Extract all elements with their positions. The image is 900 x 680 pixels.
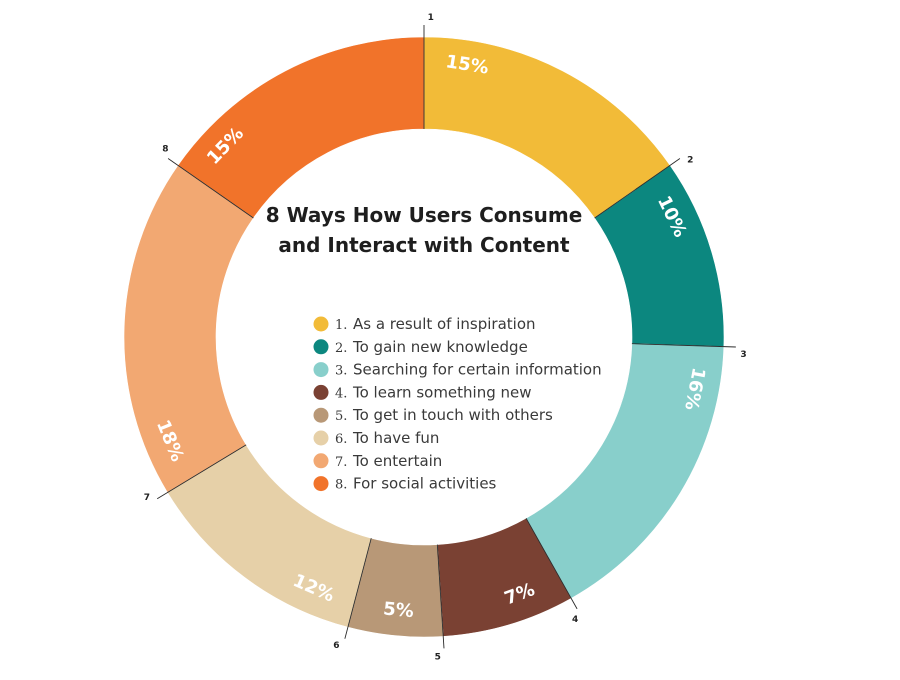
- boundary-tick-3: [631, 343, 736, 348]
- boundary-tick-4: [525, 518, 578, 610]
- boundary-number-6: 6: [333, 641, 339, 651]
- chart-title-line-2: and Interact with Content: [278, 233, 570, 257]
- donut-segments: [123, 36, 725, 638]
- segment-label-5: 5%: [382, 598, 414, 622]
- legend: 1. As a result of inspiration 2. To gain ne…: [313, 315, 602, 493]
- legend-item-4: 4. To learn something new: [313, 383, 532, 401]
- legend-swatch-4: [313, 384, 329, 400]
- legend-swatch-2: [313, 339, 329, 355]
- legend-item-2: 2. To gain new knowledge: [313, 338, 528, 356]
- legend-label-4: To learn something new: [352, 383, 532, 401]
- legend-label-6: To have fun: [352, 429, 439, 447]
- boundary-ticks: 1 2 3 4 5 6 7 8: [144, 13, 747, 663]
- boundary-tick-2: [594, 158, 681, 219]
- legend-label-1: As a result of inspiration: [353, 315, 536, 333]
- legend-item-3: 3. Searching for certain information: [313, 361, 602, 379]
- legend-item-6: 6. To have fun: [313, 429, 439, 447]
- boundary-number-3: 3: [740, 350, 746, 360]
- legend-number-7: 7.: [335, 455, 347, 470]
- legend-swatch-7: [313, 453, 329, 469]
- boundary-number-8: 8: [162, 144, 168, 154]
- legend-swatch-3: [313, 362, 329, 378]
- boundary-tick-6: [344, 538, 372, 639]
- legend-swatch-5: [313, 407, 329, 423]
- legend-number-4: 4.: [335, 386, 347, 401]
- legend-item-8: 8. For social activities: [313, 475, 497, 493]
- legend-label-7: To entertain: [352, 452, 442, 470]
- legend-item-1: 1. As a result of inspiration: [313, 315, 536, 333]
- legend-number-5: 5.: [335, 409, 347, 424]
- boundary-tick-5: [436, 544, 445, 649]
- boundary-number-7: 7: [144, 493, 150, 503]
- legend-item-7: 7. To entertain: [313, 452, 442, 470]
- legend-number-8: 8.: [335, 478, 347, 493]
- boundary-number-4: 4: [572, 615, 578, 625]
- legend-number-2: 2.: [335, 341, 347, 356]
- legend-number-1: 1.: [335, 318, 347, 333]
- legend-label-3: Searching for certain information: [353, 361, 602, 379]
- legend-number-6: 6.: [335, 432, 347, 447]
- boundary-number-5: 5: [435, 653, 441, 663]
- boundary-number-2: 2: [687, 155, 693, 165]
- boundary-tick-8: [167, 158, 254, 219]
- legend-label-5: To get in touch with others: [352, 406, 553, 424]
- boundary-number-1: 1: [428, 13, 434, 23]
- legend-swatch-6: [313, 430, 329, 446]
- boundary-tick-7: [156, 444, 247, 500]
- legend-swatch-1: [313, 316, 329, 332]
- legend-number-3: 3.: [335, 364, 347, 379]
- legend-label-8: For social activities: [353, 475, 497, 493]
- chart-title-line-1: 8 Ways How Users Consume: [266, 203, 583, 227]
- legend-label-2: To gain new knowledge: [352, 338, 528, 356]
- legend-item-5: 5. To get in touch with others: [313, 406, 553, 424]
- legend-swatch-8: [313, 476, 329, 492]
- donut-segment-7: [123, 164, 254, 493]
